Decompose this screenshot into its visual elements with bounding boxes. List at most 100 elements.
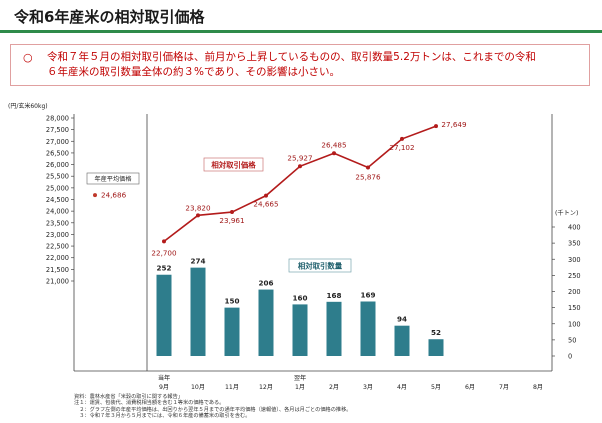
- right-tick-label: 300: [568, 256, 581, 264]
- annual-average-label: 年産平均価格: [94, 175, 132, 183]
- volume-bar-label: 169: [360, 290, 375, 299]
- price-point: [162, 239, 166, 244]
- price-point: [298, 164, 302, 169]
- right-tick-label: 250: [568, 272, 581, 280]
- right-tick-label: 0: [568, 353, 572, 361]
- price-point: [264, 193, 268, 198]
- left-tick-label: 24,500: [46, 196, 69, 204]
- annual-average-value-label: 24,686: [101, 191, 127, 200]
- left-tick-label: 28,000: [46, 115, 69, 123]
- price-point-label: 23,961: [219, 216, 244, 225]
- left-tick-label: 26,000: [46, 161, 69, 169]
- price-point-label: 23,820: [185, 203, 211, 212]
- x-tick-label: 2月: [329, 384, 339, 391]
- price-point: [366, 165, 370, 170]
- volume-series-name: 相対取引数量: [298, 262, 343, 271]
- x-tick-label: 11月: [225, 384, 239, 391]
- price-series-legend-box: [203, 157, 264, 172]
- annual-average-marker: [93, 193, 97, 198]
- volume-bar: [360, 301, 376, 356]
- left-tick-label: 21,000: [46, 278, 69, 286]
- price-line: [162, 124, 438, 244]
- right-tick-label: 100: [568, 320, 581, 328]
- footnote-2: ２：グラフ左側の年産平均価格は、出回りから翌年５月までの通年平均価格（速報値）、…: [74, 406, 352, 413]
- volume-bar-label: 52: [431, 328, 441, 337]
- price-point: [230, 210, 234, 215]
- price-point: [196, 213, 200, 218]
- volume-bar-label: 94: [397, 315, 407, 324]
- x-tick-label: 9月: [159, 384, 169, 391]
- summary-box: ○ 令和７年５月の相対取引価格は、前月から上昇しているものの、取引数量5.2万ト…: [10, 44, 590, 86]
- volume-bar: [156, 274, 172, 356]
- price-point-label: 25,876: [355, 172, 381, 181]
- price-point-label: 22,700: [151, 248, 177, 257]
- summary-text: 令和７年５月の相対取引価格は、前月から上昇しているものの、取引数量5.2万トンは…: [47, 50, 579, 80]
- price-point: [400, 136, 404, 141]
- volume-bar-label: 274: [190, 257, 205, 266]
- right-tick-label: 50: [568, 336, 576, 344]
- footnote-1: 注１：運賃、包装代、消費税相当額を含む１等米の価格である。: [74, 400, 225, 407]
- left-axis-unit: (円/玄米60kg): [8, 102, 48, 110]
- price-point-label: 26,485: [321, 140, 346, 149]
- volume-series-legend-box: [288, 258, 352, 273]
- right-tick-label: 150: [568, 304, 581, 312]
- right-tick-label: 350: [568, 240, 581, 248]
- volume-bar-label: 168: [326, 291, 341, 300]
- volume-bar-label: 150: [224, 297, 239, 306]
- left-tick-label: 22,500: [46, 243, 69, 251]
- x-tick-label: 5月: [431, 384, 441, 391]
- chart-labels: 252 274 150 206 160 168 169 94 52 22,700 23,820 23,…: [86, 120, 467, 337]
- axes-layer: 21,000 21,500 22,000 22,500 23,000 23,500 24,0…: [8, 102, 581, 391]
- right-tick-label: 400: [568, 224, 581, 232]
- left-tick-label: 23,500: [46, 219, 69, 227]
- volume-bar-label: 206: [258, 279, 273, 288]
- right-tick-label: 200: [568, 288, 581, 296]
- x-tick-label: 4月: [397, 384, 407, 391]
- price-point-label: 27,649: [441, 120, 467, 129]
- x-tick-label: 7月: [499, 384, 509, 391]
- footnote-3: ３：令和７年３月から５月までには、令和６年産の備蓄米の取引を含む。: [74, 412, 251, 419]
- volume-bar-label: 160: [292, 293, 307, 302]
- volume-bars: [156, 267, 444, 356]
- summary-line-2: ６年産米の取引数量全体の約３%であり、その影響は小さい。: [47, 66, 340, 78]
- x-tick-label: 8月: [533, 384, 543, 391]
- left-tick-label: 27,000: [46, 138, 69, 146]
- page-title: 令和6年産米の相対取引価格: [14, 8, 205, 26]
- left-tick-label: 21,500: [46, 266, 69, 274]
- left-tick-label: 23,000: [46, 231, 69, 239]
- x-tick-label: 12月: [259, 384, 273, 391]
- volume-bar: [190, 267, 206, 356]
- x-tick-label: 1月: [295, 384, 305, 391]
- volume-bar: [292, 304, 308, 356]
- volume-bar: [258, 289, 274, 356]
- left-tick-label: 24,000: [46, 208, 69, 216]
- x-tick-label-top: 当年: [158, 374, 170, 382]
- price-point: [434, 124, 438, 129]
- title-divider: [0, 30, 602, 33]
- volume-bar: [394, 325, 410, 356]
- x-tick-label-top: 翌年: [294, 374, 306, 382]
- volume-bar: [428, 339, 444, 356]
- volume-bar: [224, 307, 240, 356]
- summary-bullet: ○: [23, 51, 33, 64]
- x-tick-label: 3月: [363, 384, 373, 391]
- left-tick-label: 25,000: [46, 184, 69, 192]
- x-tick-label: 6月: [465, 384, 475, 391]
- price-point-label: 27,102: [389, 143, 414, 152]
- volume-bar: [326, 301, 342, 356]
- summary-line-1: 令和７年５月の相対取引価格は、前月から上昇しているものの、取引数量5.2万トンは…: [47, 51, 536, 63]
- footnote-source: 資料：農林水産省「米穀の取引に関する報告」: [74, 394, 183, 400]
- price-series-name: 相対取引価格: [211, 161, 256, 170]
- footnotes: 資料：農林水産省「米穀の取引に関する報告」 注１：運賃、包装代、消費税相当額を含…: [74, 394, 351, 419]
- price-point-label: 25,927: [287, 153, 312, 162]
- right-axis-unit: (千トン): [555, 209, 578, 217]
- price-point: [332, 151, 336, 156]
- volume-bar-label: 252: [156, 264, 171, 273]
- left-tick-label: 27,500: [46, 126, 69, 134]
- left-tick-label: 22,000: [46, 254, 69, 262]
- left-tick-label: 25,500: [46, 173, 69, 181]
- annual-average-label-box: [86, 172, 140, 185]
- price-point-label: 24,665: [253, 200, 278, 209]
- x-tick-label: 10月: [191, 384, 205, 391]
